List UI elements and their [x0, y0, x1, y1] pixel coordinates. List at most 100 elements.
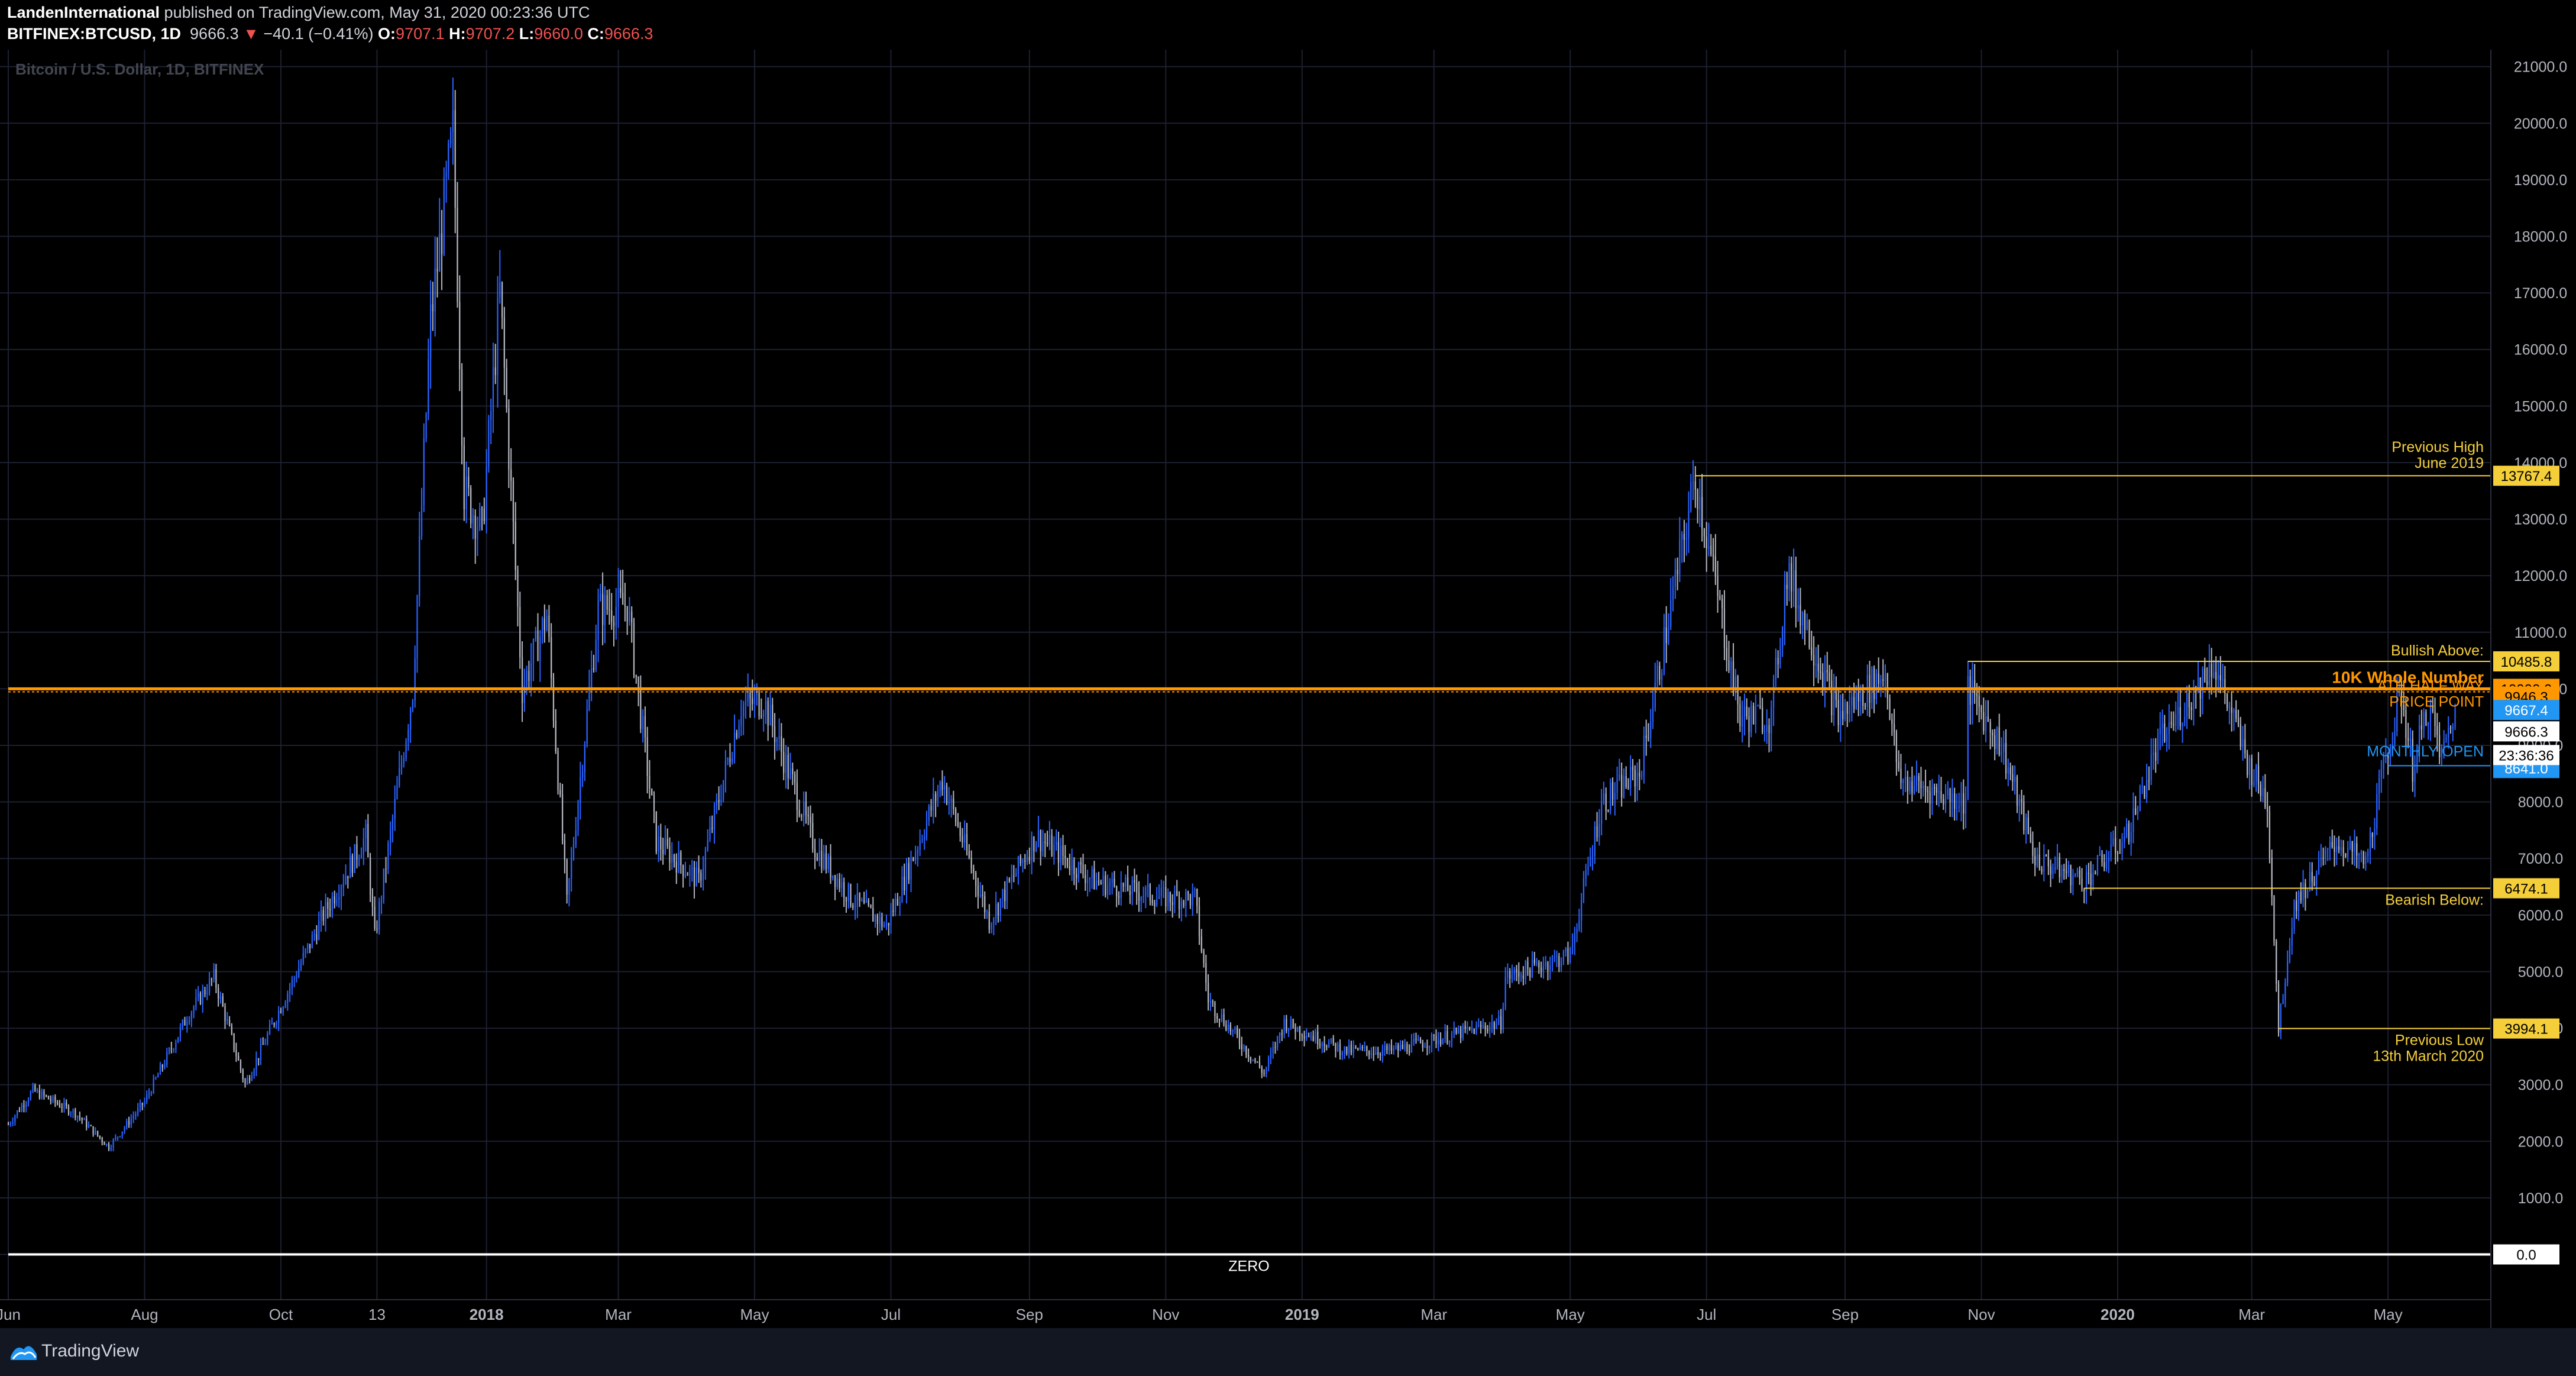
candle-body [1339, 1044, 1341, 1055]
candle-body [1549, 965, 1551, 971]
candle-body [1480, 1025, 1482, 1028]
price-tick-label: 1000.0 [2518, 1190, 2563, 1207]
candle-body [718, 800, 720, 802]
price-badge [2493, 1244, 2559, 1265]
candle-body [1073, 860, 1075, 874]
candle-body [1721, 599, 1723, 609]
candle-body [2032, 841, 2034, 856]
candle-body [1266, 1067, 1267, 1074]
candle-body [1116, 886, 1118, 896]
candle-body [1817, 663, 1819, 671]
candle-body [2434, 711, 2436, 726]
candle-body [564, 840, 565, 860]
candle-body [1808, 621, 1810, 648]
candle-body [1111, 878, 1113, 883]
candle-body [95, 1130, 96, 1135]
candle-body [1931, 787, 1933, 804]
candle-body [1346, 1046, 1348, 1054]
candle-body [577, 803, 579, 831]
candle-body [1200, 936, 1202, 951]
candle-body [1178, 895, 1180, 910]
candle-body [510, 469, 512, 481]
candle-body [2284, 982, 2286, 1000]
candle-body [1252, 1059, 1254, 1061]
candle-body [1475, 1025, 1477, 1034]
countdown-label: 23:36:36 [2499, 748, 2554, 764]
candle-body [1923, 786, 1924, 789]
candle-body [1900, 768, 1902, 783]
candle-body [2425, 712, 2427, 726]
candle-body [1469, 1027, 1471, 1029]
candle-body [137, 1107, 139, 1114]
candle-body [1243, 1046, 1245, 1049]
candle-body [349, 856, 351, 878]
candle-body [1229, 1025, 1232, 1032]
candle-body [21, 1105, 22, 1112]
candle-body [753, 695, 756, 705]
time-tick-label: Jul [1697, 1306, 1716, 1323]
candle-body [1645, 735, 1647, 738]
tradingview-brand[interactable]: TradingView [41, 1341, 140, 1361]
candle-body [1323, 1043, 1325, 1046]
candle-body [2018, 799, 2020, 806]
candle-body [2070, 865, 2072, 886]
candle-body [732, 758, 733, 763]
candle-body [1105, 876, 1106, 895]
candle-body [1531, 960, 1533, 977]
publisher-name[interactable]: LandenInternational [7, 4, 160, 21]
candle-body [1723, 608, 1726, 648]
candle-body [1591, 855, 1594, 857]
candle-body [2023, 802, 2025, 831]
candle-body [1590, 856, 1591, 867]
candle-body [1404, 1044, 1406, 1049]
candle-body [2166, 734, 2168, 741]
candle-body [859, 892, 860, 901]
candle-body [2005, 742, 2007, 774]
candle-body [1071, 860, 1073, 870]
candle-body [75, 1109, 76, 1117]
candle-body [2354, 843, 2355, 852]
candle-body [2150, 755, 2152, 781]
candle-body [1076, 874, 1077, 878]
tradingview-logo-icon[interactable] [8, 1339, 39, 1365]
candle-body [284, 1003, 286, 1007]
candle-body [921, 839, 923, 841]
candle-body [975, 873, 977, 886]
candle-body [1616, 779, 1618, 793]
candle-body [2329, 842, 2331, 848]
candle-body [1654, 682, 1656, 708]
candle-body [1031, 836, 1033, 861]
candle-body [1960, 793, 1962, 807]
candle-body [2047, 856, 2049, 867]
candle-body [86, 1119, 88, 1128]
candle-body [675, 861, 677, 873]
candle-body [709, 828, 711, 841]
candle-body [1965, 798, 1967, 814]
time-axis[interactable]: Jun Aug Oct 13 2018 Mar May Jul Sep Nov 2019 Mar May… [0, 1306, 2403, 1323]
candle-body [461, 369, 463, 446]
candle-body [2036, 854, 2038, 866]
candle-body [1701, 497, 1703, 529]
candle-body [1185, 892, 1187, 906]
candle-body [360, 854, 363, 858]
price-chart[interactable]: Bitcoin / U.S. Dollar, 1D, BITFINEX Prev… [0, 50, 2576, 1328]
candle-body [188, 1020, 190, 1023]
candle-body [182, 1020, 183, 1027]
candle-body [2235, 710, 2237, 719]
candle-body [905, 863, 908, 891]
candle-body [572, 844, 575, 858]
candle-body [1435, 1035, 1437, 1044]
candle-body [2043, 854, 2045, 872]
candle-body [1690, 482, 1692, 511]
candle-body [1022, 860, 1024, 864]
candle-body [854, 906, 856, 908]
candle-body [1496, 1023, 1497, 1029]
candle-body [2305, 883, 2306, 898]
candle-body [2092, 872, 2094, 886]
candle-body [1578, 920, 1580, 929]
candle-body [2030, 834, 2031, 842]
candle-body [1598, 823, 1600, 838]
candle-body [1927, 790, 1928, 792]
candle-body [394, 799, 396, 819]
candle-body [2345, 853, 2347, 857]
